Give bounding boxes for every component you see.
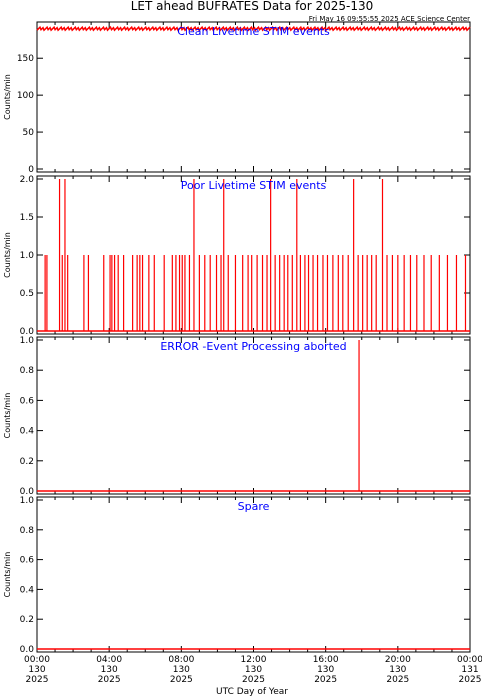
panel-frame — [36, 336, 471, 495]
y-tick-label: 0.6 — [20, 556, 35, 566]
y-tick-label: 2.0 — [20, 175, 35, 185]
x-tick-label: 2025 — [26, 675, 49, 685]
x-tick-label: 16:00 — [313, 655, 339, 665]
x-tick-label: 00:00 — [457, 655, 482, 665]
panel-title: Spare — [238, 500, 270, 513]
x-tick-label: 2025 — [170, 675, 193, 685]
panel-title: ERROR -Event Processing aborted — [160, 340, 346, 353]
x-tick-label: 130 — [389, 665, 406, 675]
panel-title: Poor Livetime STIM events — [181, 179, 327, 192]
panel-4: 0.0 0.2 0.4 0.6 0.8 1.0 Counts/min Spare — [3, 496, 471, 655]
x-tick-label: 130 — [317, 665, 334, 675]
figure-title: LET ahead BUFRATES Data for 2025-130 — [131, 0, 373, 13]
panel-1: 0 50 100 150 Counts/min Clean Livetime STIM e… — [3, 21, 471, 175]
y-tick-label: 50 — [23, 128, 35, 138]
y-tick-label: 150 — [17, 54, 34, 64]
y-axis-label: Counts/min — [3, 74, 12, 120]
x-tick-label: 2025 — [386, 675, 409, 685]
x-axis-label: UTC Day of Year — [216, 687, 288, 697]
generation-timestamp: Fri May 16 09:55:55 2025 ACE Science Cen… — [309, 15, 470, 23]
panel-frame — [36, 21, 471, 173]
panel-3: 0.0 0.2 0.4 0.6 0.8 1.0 Counts/min ERROR -Event… — [3, 336, 471, 497]
x-axis: 00:00130202504:00130202508:00130202512:0… — [24, 655, 482, 685]
y-axis-label: Counts/min — [3, 393, 12, 439]
y-tick-label: 100 — [17, 91, 34, 101]
y-tick-label: 0.8 — [20, 366, 35, 376]
x-tick-label: 130 — [101, 665, 118, 675]
x-tick-label: 130 — [245, 665, 262, 675]
panel-2: 0.0 0.5 1.0 1.5 2.0 Counts/min Poor Livetime S… — [3, 175, 471, 337]
y-tick-label: 0.0 — [20, 487, 35, 497]
x-tick-label: 130 — [173, 665, 190, 675]
panel-frame — [36, 175, 471, 335]
x-tick-label: 2025 — [314, 675, 337, 685]
x-tick-label: 131 — [461, 665, 478, 675]
y-tick-label: 0 — [28, 165, 34, 175]
y-tick-label: 0.0 — [20, 645, 35, 655]
y-tick-label: 0.8 — [20, 526, 35, 536]
x-tick-label: 20:00 — [385, 655, 411, 665]
y-tick-label: 0.2 — [20, 457, 34, 467]
x-tick-label: 00:00 — [24, 655, 50, 665]
x-tick-label: 12:00 — [241, 655, 267, 665]
y-tick-label: 1.0 — [20, 336, 35, 346]
x-tick-label: 04:00 — [96, 655, 122, 665]
x-tick-label: 2025 — [459, 675, 482, 685]
panel-title: Clean Livetime STIM events — [177, 25, 330, 38]
x-tick-label: 130 — [28, 665, 45, 675]
y-tick-label: 0.4 — [20, 585, 35, 595]
y-axis-label: Counts/min — [3, 232, 12, 278]
x-tick-label: 2025 — [242, 675, 265, 685]
y-tick-label: 0.2 — [20, 615, 34, 625]
x-tick-label: 08:00 — [168, 655, 194, 665]
x-tick-label: 2025 — [98, 675, 121, 685]
y-tick-label: 0.0 — [20, 327, 35, 337]
y-axis-label: Counts/min — [3, 552, 12, 598]
y-tick-label: 0.5 — [20, 289, 34, 299]
y-tick-label: 1.0 — [20, 496, 35, 506]
y-tick-label: 0.6 — [20, 396, 35, 406]
series-line — [36, 25, 471, 32]
panels: 0 50 100 150 Counts/min Clean Livetime STIM e… — [3, 21, 471, 655]
panel-frame — [36, 496, 471, 653]
y-tick-label: 1.5 — [20, 213, 34, 223]
y-tick-label: 0.4 — [20, 427, 35, 437]
y-tick-label: 1.0 — [20, 251, 35, 261]
